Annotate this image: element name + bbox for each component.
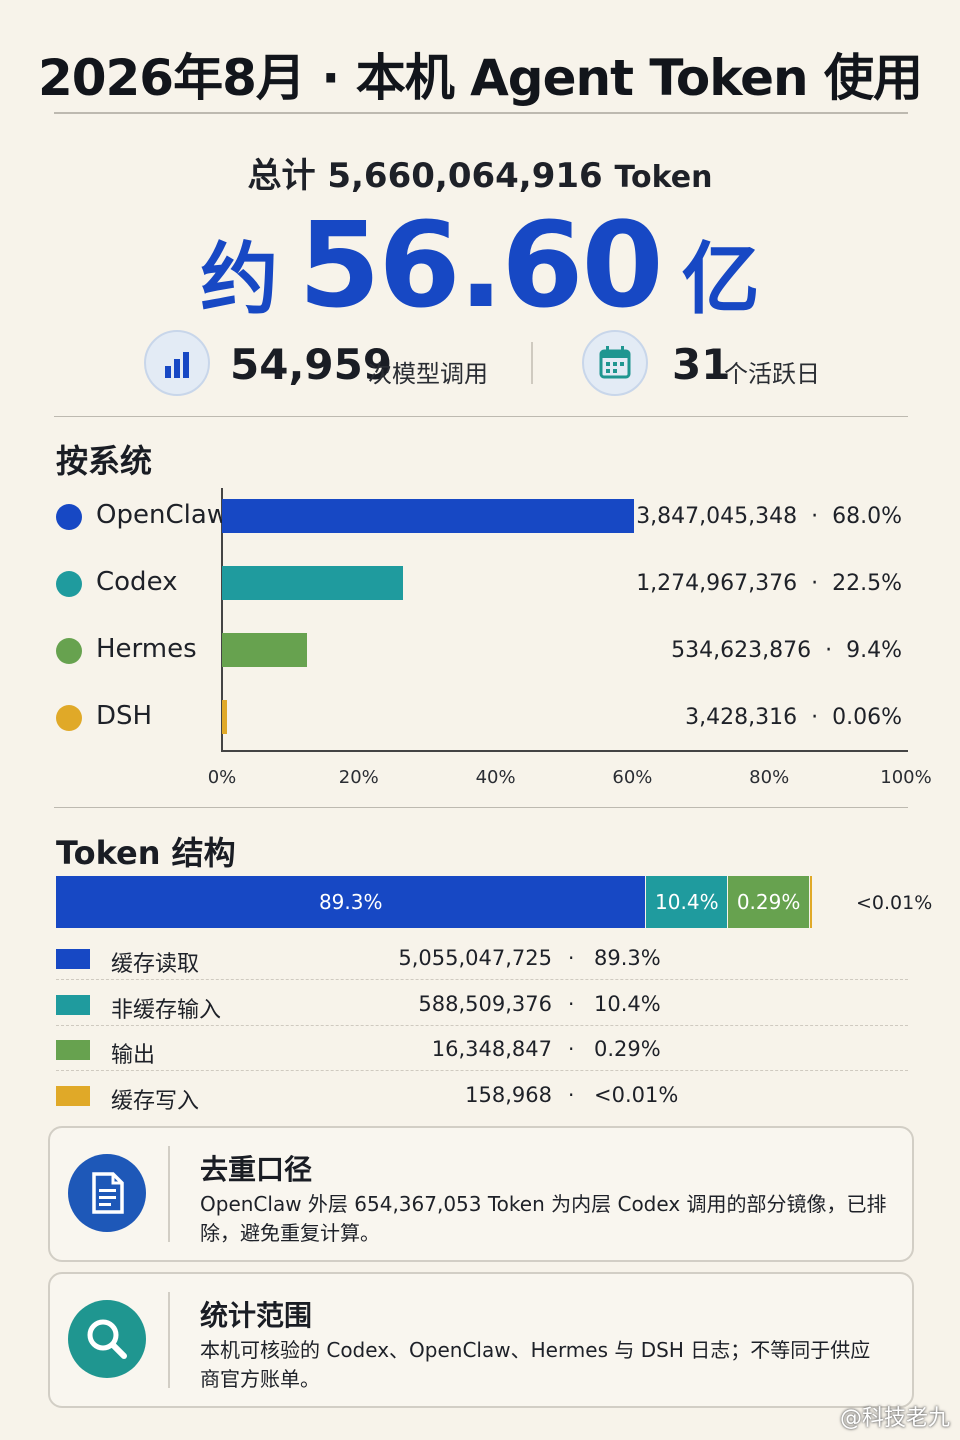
segment-label: 89.3% [318,890,383,914]
legend-separator: · [568,1082,575,1107]
approx-value: 56.60 [298,196,663,334]
value-label-dsh: 3,428,316 · 0.06% [685,705,902,730]
system-label-dsh: DSH [96,701,153,731]
legend-label: 缓存读取 [111,952,200,977]
structure-segment-3 [810,876,813,928]
value-label-codex: 1,274,967,376 · 22.5% [636,571,902,596]
x-tick-label: 40% [475,767,516,788]
legend-row-divider [56,1024,908,1026]
legend-swatch [56,1040,90,1060]
legend-separator: · [568,1037,575,1061]
approx-total: 约 56.60 亿 [0,196,960,334]
legend-dot-dsh [56,705,82,731]
legend-dot-openclaw [56,504,82,530]
x-tick-label: 0% [207,767,237,788]
system-label-openclaw: OpenClaw [96,500,229,530]
legend-value: 588,509,376 [418,991,552,1016]
card-divider [168,1146,170,1242]
bar-chart-icon [144,330,210,396]
legend-value: 5,055,047,725 [398,946,552,970]
calls-unit: 次模型调用 [368,360,488,388]
y-axis-line [221,488,223,752]
dedup-card-title: 去重口径 [200,1153,313,1186]
legend-percent: <0.01% [594,1082,679,1107]
card-divider [168,1292,170,1388]
x-tick-label: 100% [880,767,932,788]
scope-card: 统计范围 本机可核验的 Codex、OpenClaw、Hermes 与 DSH … [48,1272,914,1408]
legend-row-divider [56,979,908,980]
bar-codex [222,566,403,600]
legend-percent: 10.4% [594,991,661,1016]
legend-swatch [56,1085,90,1106]
legend-value: 158,968 [465,1082,552,1107]
by-system-title: 按系统 [56,442,153,480]
legend-swatch [56,949,90,969]
bar-dsh [222,700,228,734]
title-divider [54,112,908,114]
stats-divider [531,342,533,384]
legend-percent: 0.29% [594,1037,661,1061]
legend-separator: · [568,991,575,1016]
search-icon [68,1300,146,1378]
calendar-icon [582,330,648,396]
watermark: @科技老九 [839,1406,950,1431]
x-tick-label: 80% [749,767,790,788]
x-tick-label: 20% [338,767,379,788]
approx-prefix: 约 [200,235,279,325]
active-days-value: 31 [672,340,731,389]
approx-suffix: 亿 [681,235,760,325]
segment-label: 10.4% [655,890,719,914]
legend-value: 16,348,847 [431,1037,552,1061]
structure-segment-1: 10.4% [646,876,728,928]
section-divider-2 [54,807,908,808]
legend-dot-hermes [56,638,82,664]
dedup-card-text: OpenClaw 外层 654,367,053 Token 为内层 Codex … [200,1192,887,1245]
legend-separator: · [568,946,575,970]
page-title: 2026年8月 · 本机 Agent Token 使用 [37,49,923,107]
system-label-hermes: Hermes [96,634,197,664]
bar-hermes [222,633,307,667]
token-structure-title: Token 结构 [56,834,236,872]
total-label: 总计 [247,156,316,196]
calls-value: 54,959 [230,340,393,389]
scope-card-title: 统计范围 [200,1299,313,1332]
total-value: 5,660,064,916 [327,156,603,196]
dedup-card: 去重口径 OpenClaw 外层 654,367,053 Token 为内层 C… [48,1126,914,1262]
system-label-codex: Codex [96,567,178,597]
segment-label: 0.29% [736,890,801,914]
bar-openclaw [222,499,634,533]
legend-row-divider [56,1070,908,1071]
value-label-openclaw: 3,847,045,348 · 68.0% [636,504,902,529]
section-divider-1 [54,416,908,417]
x-tick-label: 60% [612,767,653,788]
legend-percent: 89.3% [594,946,661,970]
document-icon [68,1154,146,1232]
structure-segment-0: 89.3% [56,876,646,928]
x-axis-line [221,750,908,752]
legend-label: 输出 [111,1043,156,1068]
scope-card-text: 本机可核验的 Codex、OpenClaw、Hermes 与 DSH 日志；不等… [200,1338,871,1391]
structure-segment-2: 0.29% [728,876,809,928]
legend-dot-codex [56,571,82,597]
legend-label: 非缓存输入 [111,997,222,1023]
active-days-unit: 个活跃日 [724,360,820,388]
legend-swatch [56,994,90,1015]
segment-label-tail: <0.01% [856,892,933,914]
total-unit: Token [614,160,713,195]
value-label-hermes: 534,623,876 · 9.4% [671,638,902,663]
total-line: 总计 5,660,064,916 Token [0,148,960,197]
legend-label: 缓存写入 [111,1088,200,1114]
